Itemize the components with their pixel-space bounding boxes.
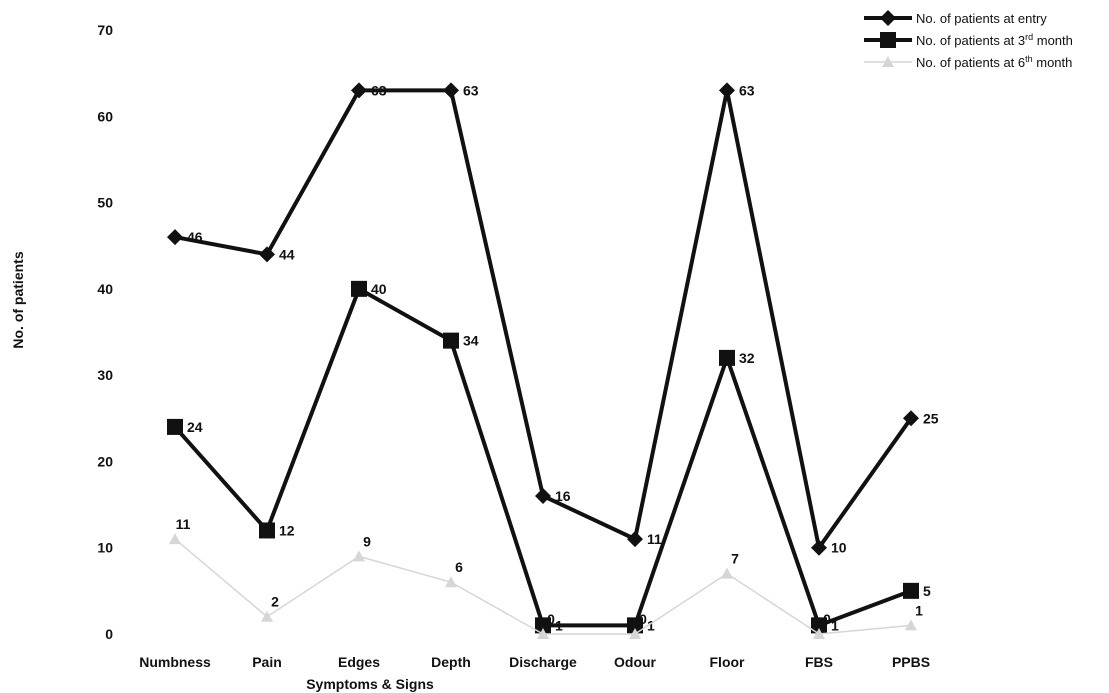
legend-label: No. of patients at 3rd month [916,32,1073,48]
y-axis: 0 10 20 30 40 50 60 70 [97,22,113,642]
data-label: 0 [823,611,831,627]
data-point [353,550,365,562]
data-label: 12 [279,522,295,538]
data-label: 1 [555,617,563,633]
data-point [259,246,275,263]
y-tick-label: 0 [105,626,113,642]
data-point [167,418,183,435]
data-label: 16 [555,488,571,504]
data-point [351,82,367,99]
data-point [167,229,183,246]
legend-label: No. of patients at 6th month [916,54,1072,70]
data-label: 0 [639,611,647,627]
data-point [535,617,551,634]
data-point [261,610,273,622]
data-point [627,531,643,548]
data-point [443,332,459,349]
x-tick-label: Floor [710,654,746,670]
x-tick-label: Pain [252,654,282,670]
x-tick-label: Odour [614,654,657,670]
data-point [259,522,275,539]
data-point [351,280,367,297]
legend-item: No. of patients at 6th month [864,54,1072,70]
x-tick-label: Depth [431,654,471,670]
data-point [903,582,919,599]
data-label: 11 [176,516,191,532]
data-point [811,617,827,634]
x-tick-label: Numbness [139,654,211,670]
x-tick-label: Discharge [509,654,577,670]
series-1: 46 44 63 63 16 11 63 10 25 [167,82,939,556]
x-axis-title: Symptoms & Signs [306,676,434,692]
data-point [537,628,549,639]
data-label: 1 [647,617,655,633]
data-label: 32 [739,350,755,366]
y-tick-label: 10 [97,540,113,556]
data-label: 34 [463,333,479,349]
data-label: 1 [831,617,839,633]
legend-label: No. of patients at entry [916,11,1047,26]
data-label: 5 [923,583,931,599]
x-tick-label: Edges [338,654,380,670]
legend: No. of patients at entry No. of patients … [864,10,1073,70]
data-label: 0 [547,611,555,627]
data-label: 63 [463,82,479,98]
data-point [719,82,735,99]
data-point [719,349,735,366]
legend-marker [882,56,894,67]
x-tick-label: PPBS [892,654,930,670]
data-label: 24 [187,419,203,435]
data-point [813,628,825,639]
x-tick-label: FBS [805,654,833,670]
legend-item: No. of patients at entry [864,10,1047,26]
data-point [903,410,919,427]
data-label: 25 [923,410,939,426]
data-point [721,567,733,579]
data-point [629,628,641,639]
data-label: 46 [187,229,203,245]
data-label: 10 [831,540,847,556]
data-point [535,487,551,504]
data-label: 40 [371,281,387,297]
data-point [905,619,917,631]
legend-marker [880,10,896,26]
data-label: 44 [279,246,295,262]
x-axis: Numbness Pain Edges Depth Discharge Odour Floo… [139,654,930,670]
data-point [169,533,181,545]
data-label: 11 [647,531,662,547]
y-tick-label: 20 [97,453,113,469]
data-label: 9 [363,533,371,549]
y-tick-label: 60 [97,108,113,124]
data-label: 6 [455,559,463,575]
data-label: 63 [739,82,755,98]
data-label: 63 [371,82,387,98]
y-tick-label: 30 [97,367,113,383]
y-tick-label: 70 [97,22,113,38]
y-tick-label: 50 [97,195,113,211]
data-label: 2 [271,594,279,610]
data-point [627,617,643,634]
data-label: 1 [915,602,923,618]
data-point [445,576,457,588]
data-point [811,539,827,556]
y-tick-label: 40 [97,281,113,297]
data-label: 7 [731,551,739,567]
legend-marker [880,32,896,48]
y-axis-title: No. of patients [10,251,26,348]
legend-item: No. of patients at 3rd month [864,32,1073,48]
data-point [443,82,459,99]
